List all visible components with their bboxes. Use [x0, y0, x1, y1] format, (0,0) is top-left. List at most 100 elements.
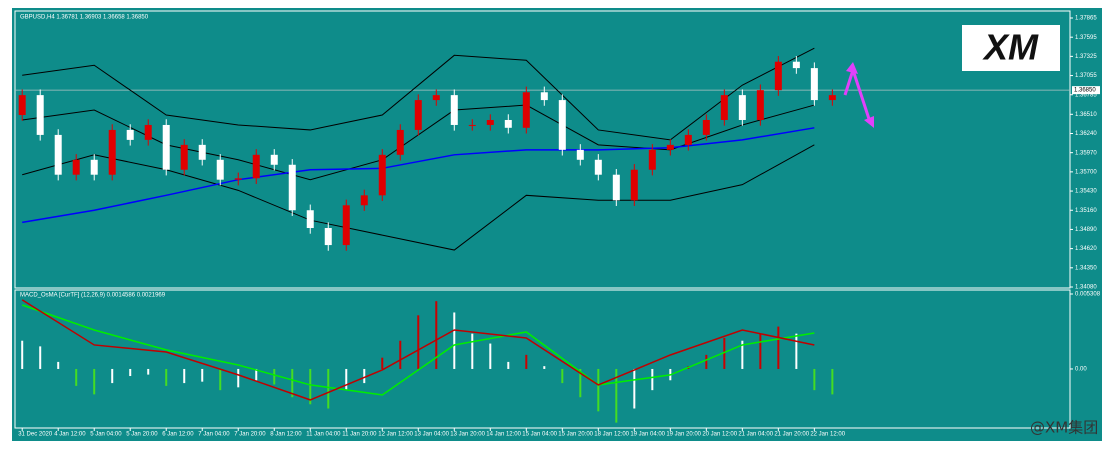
histogram-bar [813, 368, 816, 391]
x-tick-label: 12 Jan 12:00 [378, 432, 413, 438]
candle-body [126, 129, 134, 140]
histogram-bar [597, 368, 600, 412]
x-tick-label: 21 Jan 20:00 [774, 432, 809, 438]
y-tick-label: 1.34890 [1075, 227, 1097, 233]
y-tick-label: 1.35970 [1075, 150, 1097, 156]
candle-body [252, 154, 260, 179]
x-tick-label: 31 Dec 2020 [18, 432, 53, 438]
histogram-bar [633, 368, 636, 409]
candle-body [504, 119, 512, 128]
candle-body [810, 68, 818, 101]
current-price-box [1072, 86, 1100, 95]
background [12, 8, 1102, 441]
candle-body [90, 159, 98, 175]
histogram-bar [525, 354, 528, 369]
histogram-bar [273, 368, 276, 385]
macd-panel [14, 289, 1071, 429]
y-tick-label: 1.36785 [1075, 92, 1097, 98]
candle-body [450, 95, 458, 125]
candle-body [522, 92, 530, 128]
histogram-bar [93, 368, 96, 395]
x-tick-label: 11 Jan 04:00 [306, 432, 341, 438]
candle-body [558, 100, 566, 150]
histogram-bar [417, 315, 420, 369]
candle-body [360, 195, 368, 206]
histogram-bar [255, 368, 258, 381]
candle-body [108, 129, 116, 175]
candle-body [162, 124, 170, 170]
histogram-bar [759, 333, 762, 369]
histogram-bar [129, 368, 132, 377]
candle-body [396, 129, 404, 155]
histogram-bar [183, 368, 186, 384]
candle-body [468, 124, 476, 126]
histogram-bar [219, 368, 222, 391]
histogram-bar [795, 333, 798, 369]
histogram-bar [327, 368, 330, 409]
y-tick-label: 1.36240 [1075, 131, 1097, 137]
logo: XM [982, 27, 1039, 68]
candle-body [144, 124, 152, 140]
histogram-bar [507, 361, 510, 369]
candle-body [576, 149, 584, 160]
indicator-line [22, 127, 815, 224]
histogram-bar [435, 301, 438, 369]
candle-body [288, 164, 296, 211]
candle-body [342, 205, 350, 246]
y-tick-label: 1.37595 [1075, 35, 1097, 41]
histogram-bar [471, 333, 474, 369]
y-tick-label: 1.37325 [1075, 54, 1097, 60]
x-tick-label: 13 Jan 20:00 [450, 432, 485, 438]
histogram-bar [453, 312, 456, 369]
candle-body [270, 154, 278, 165]
x-tick-label: 22 Jan 12:00 [810, 432, 845, 438]
candle-body [198, 144, 206, 160]
y-tick-label: 1.37055 [1075, 73, 1097, 79]
indicator-line [21, 304, 815, 396]
candle-body [774, 61, 782, 91]
candle-body [306, 210, 314, 229]
indicator-line [22, 144, 815, 251]
histogram-bar [543, 366, 546, 369]
histogram-bar [381, 357, 384, 369]
x-tick-label: 19 Jan 04:00 [630, 432, 665, 438]
candle-body [18, 95, 26, 116]
histogram-bar [291, 368, 294, 398]
x-tick-label: 13 Jan 04:00 [414, 432, 449, 438]
watermark: @XM集团 [1030, 419, 1098, 437]
candle-body [684, 134, 692, 145]
x-tick-label: 7 Jan 20:00 [234, 432, 266, 438]
x-tick-label: 4 Jan 12:00 [54, 432, 86, 438]
x-tick-label: 20 Jan 12:00 [702, 432, 737, 438]
price-panel [14, 10, 1071, 289]
x-tick-label: 11 Jan 20:00 [342, 432, 377, 438]
y-tick-label: 0.005308 [1075, 292, 1101, 298]
y-tick-label: 1.34350 [1075, 265, 1097, 271]
y-tick-label: 0.00 [1075, 367, 1087, 373]
histogram-bar [561, 368, 564, 384]
histogram-bar [615, 368, 618, 423]
candle-body [720, 95, 728, 120]
candle-body [432, 95, 440, 101]
candle-body [378, 154, 386, 196]
candle-body [648, 149, 656, 170]
indicator-title: MACD_OsMA [CurTF] (12,26,9) 0.0014586 0.… [20, 293, 166, 299]
histogram-bar [165, 368, 168, 386]
histogram-bar [21, 340, 24, 369]
histogram-bar [147, 368, 150, 375]
candle-body [738, 95, 746, 120]
x-tick-label: 6 Jan 12:00 [162, 432, 194, 438]
x-tick-label: 5 Jan 20:00 [126, 432, 158, 438]
indicator-line [21, 299, 815, 401]
histogram-bar [57, 361, 60, 369]
histogram-bar [39, 346, 42, 369]
candle-body [414, 100, 422, 130]
candle-body [324, 228, 332, 246]
x-tick-label: 15 Jan 20:00 [558, 432, 593, 438]
candle-body [702, 119, 710, 135]
x-tick-label: 7 Jan 04:00 [198, 432, 230, 438]
candle-body [540, 92, 548, 101]
y-tick-label: 1.35700 [1075, 169, 1097, 175]
x-tick-label: 19 Jan 20:00 [666, 432, 701, 438]
